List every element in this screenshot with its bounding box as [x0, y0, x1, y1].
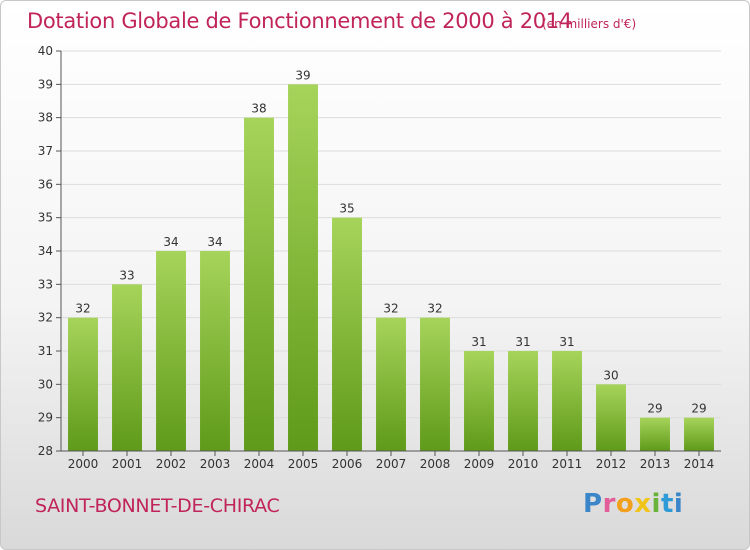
- x-tick-label-2008: 2008: [420, 457, 451, 471]
- bar-2005: [288, 84, 318, 451]
- logo-letter: r: [602, 489, 616, 519]
- proxiti-logo[interactable]: Proxiti: [583, 489, 683, 519]
- x-tick-label-2000: 2000: [68, 457, 99, 471]
- data-label-2001: 33: [119, 268, 134, 282]
- data-label-2009: 31: [471, 335, 486, 349]
- bar-2010: [508, 351, 538, 451]
- data-label-2008: 32: [427, 302, 442, 316]
- data-label-2011: 31: [559, 335, 574, 349]
- data-label-2014: 29: [691, 402, 706, 416]
- y-tick-label: 39: [38, 77, 53, 91]
- x-tick-label-2011: 2011: [552, 457, 583, 471]
- data-label-2006: 35: [339, 202, 354, 216]
- y-tick-label: 40: [38, 44, 53, 58]
- x-tick-label-2006: 2006: [332, 457, 363, 471]
- y-tick-label: 38: [38, 111, 53, 125]
- data-label-2000: 32: [75, 302, 90, 316]
- logo-letter: P: [583, 489, 603, 519]
- y-tick-label: 30: [38, 377, 53, 391]
- y-tick-label: 29: [38, 411, 53, 425]
- bar-2011: [552, 351, 582, 451]
- bar-2013: [640, 417, 670, 451]
- bar-2001: [112, 284, 142, 451]
- x-tick-label-2004: 2004: [244, 457, 275, 471]
- bar-2002: [156, 251, 186, 451]
- bar-2009: [464, 351, 494, 451]
- bar-2000: [68, 317, 98, 451]
- commune-name: SAINT-BONNET-DE-CHIRAC: [35, 495, 280, 517]
- y-tick-label: 37: [38, 144, 53, 158]
- x-tick-label-2012: 2012: [596, 457, 627, 471]
- x-tick-label-2013: 2013: [640, 457, 671, 471]
- data-label-2007: 32: [383, 302, 398, 316]
- logo-letter: t: [660, 489, 674, 519]
- bar-2007: [376, 317, 406, 451]
- x-tick-label-2007: 2007: [376, 457, 407, 471]
- logo-letter: i: [673, 489, 684, 519]
- bar-2014: [684, 417, 714, 451]
- chart-title: Dotation Globale de Fonctionnement de 20…: [27, 9, 572, 33]
- data-label-2012: 30: [603, 368, 618, 382]
- data-label-2003: 34: [207, 235, 222, 249]
- y-tick-label: 33: [38, 277, 53, 291]
- x-tick-label-2014: 2014: [684, 457, 715, 471]
- logo-letter: o: [615, 489, 635, 519]
- data-label-2013: 29: [647, 402, 662, 416]
- bar-2006: [332, 217, 362, 451]
- y-tick-label: 36: [38, 177, 53, 191]
- data-label-2004: 38: [251, 102, 266, 116]
- x-tick-label-2001: 2001: [112, 457, 143, 471]
- bar-2008: [420, 317, 450, 451]
- y-tick-label: 31: [38, 344, 53, 358]
- x-tick-label-2003: 2003: [200, 457, 231, 471]
- logo-letter: x: [634, 489, 652, 519]
- y-tick-label: 35: [38, 211, 53, 225]
- bar-2012: [596, 384, 626, 451]
- y-tick-label: 32: [38, 311, 53, 325]
- y-tick-label: 28: [38, 444, 53, 458]
- logo-letter: i: [651, 489, 661, 519]
- data-label-2005: 39: [295, 68, 310, 82]
- x-tick-label-2005: 2005: [288, 457, 319, 471]
- x-tick-label-2010: 2010: [508, 457, 539, 471]
- x-tick-label-2009: 2009: [464, 457, 495, 471]
- chart-unit-label: (en milliers d'€): [542, 17, 637, 31]
- data-label-2002: 34: [163, 235, 178, 249]
- x-tick-label-2002: 2002: [156, 457, 187, 471]
- data-label-2010: 31: [515, 335, 530, 349]
- bar-2003: [200, 251, 230, 451]
- bar-2004: [244, 117, 274, 452]
- y-tick-label: 34: [38, 244, 53, 258]
